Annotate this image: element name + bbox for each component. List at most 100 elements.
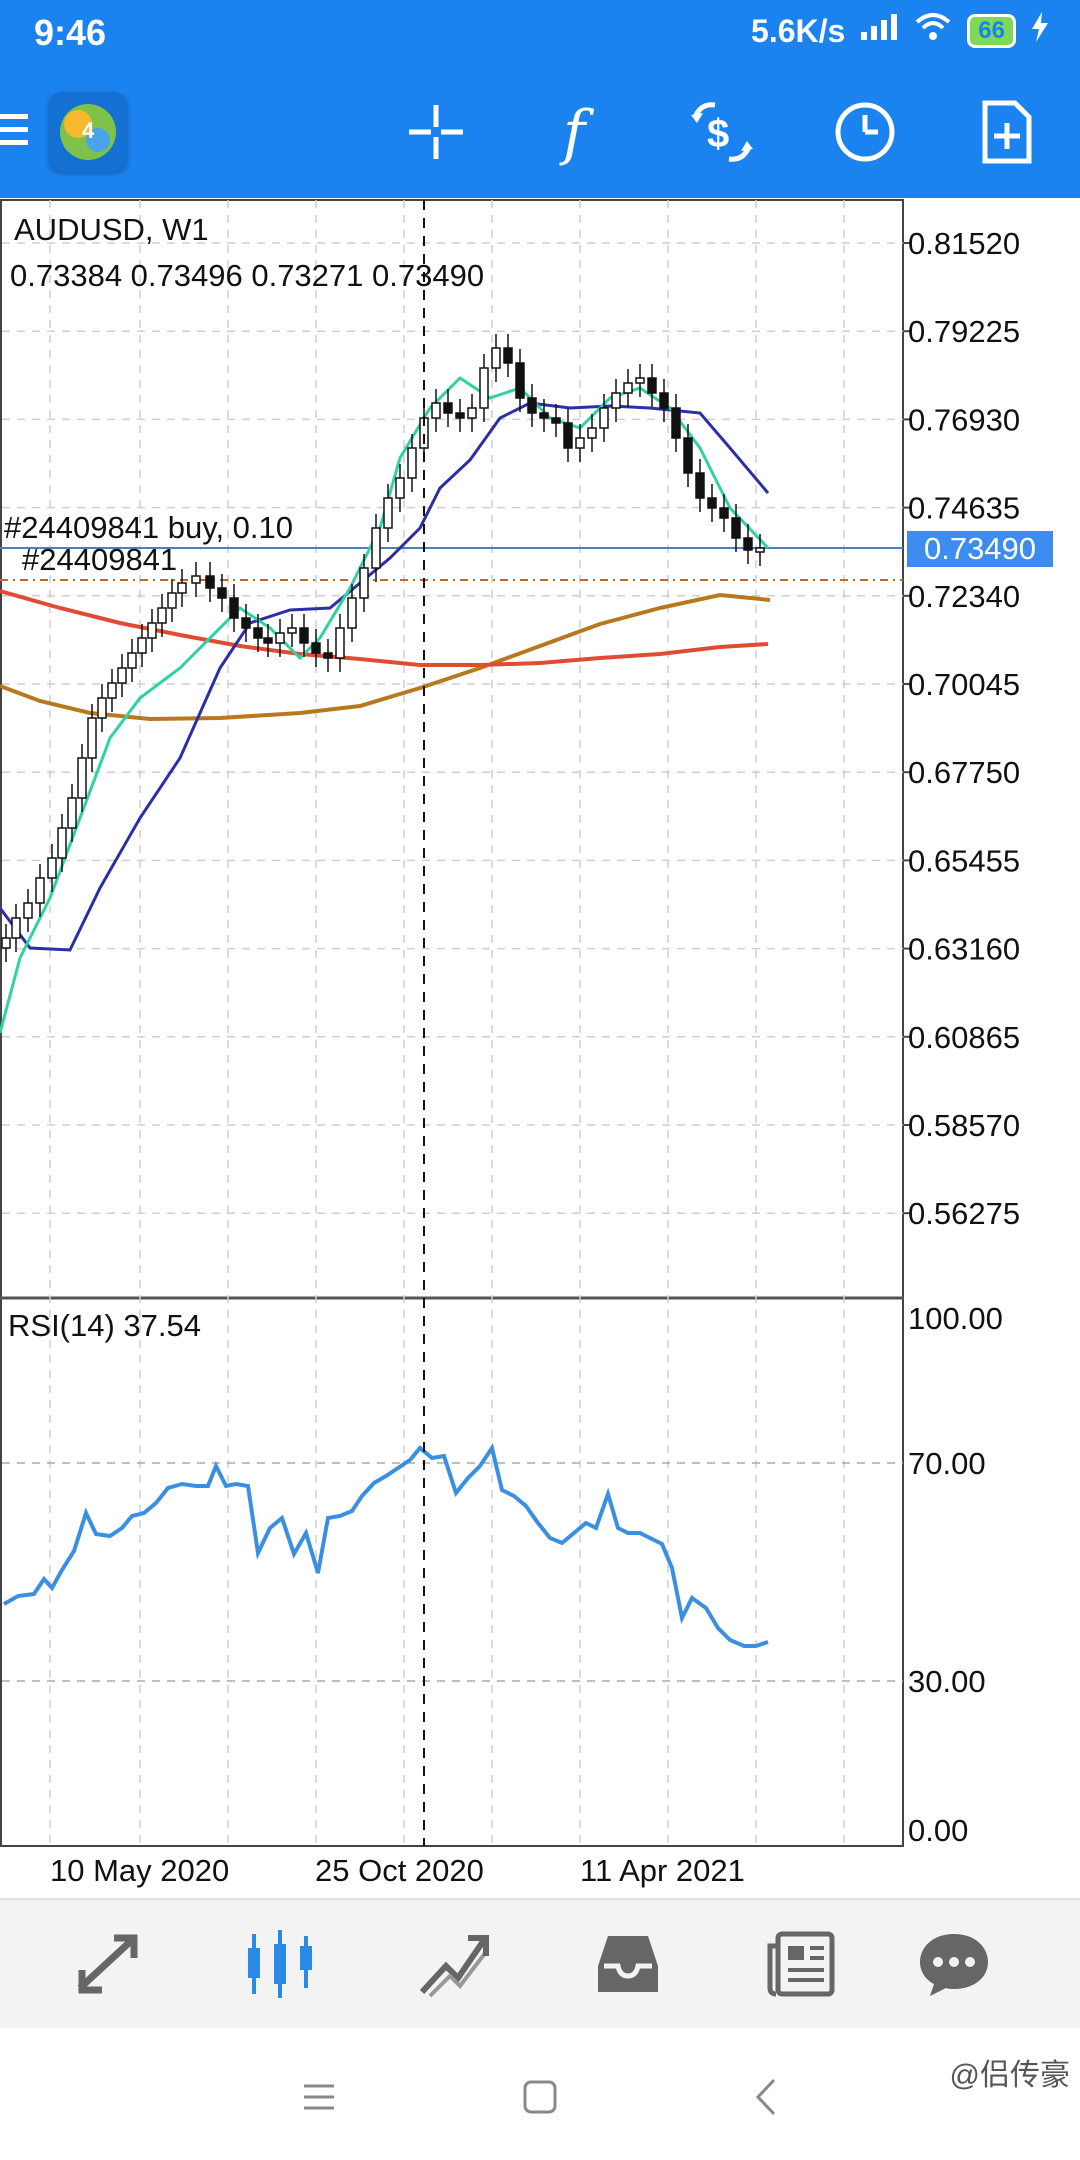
candle-body: [383, 497, 393, 529]
candle-body: [205, 575, 215, 589]
home-icon[interactable]: [515, 2072, 565, 2122]
price-tick-label: 0.70045: [908, 667, 1020, 702]
candle-body: [167, 592, 177, 609]
candle-body: [97, 697, 107, 719]
ohlc-values: 0.73384 0.73496 0.73271 0.73490: [10, 258, 485, 293]
rsi-tick-label: 100.00: [908, 1301, 1003, 1336]
back-icon[interactable]: [742, 2072, 792, 2122]
candle-body: [311, 642, 321, 654]
candle-body: [371, 527, 381, 569]
order-label-buy[interactable]: #24409841 buy, 0.10: [4, 510, 294, 545]
rsi-tick-label: 70.00: [908, 1446, 986, 1481]
quotes-icon[interactable]: [68, 1924, 148, 2004]
candle-body: [67, 797, 77, 829]
price-tick-label: 0.76930: [908, 402, 1020, 437]
candle-body: [623, 382, 633, 394]
candle-body: [217, 587, 227, 599]
rsi-tick-label: 0.00: [908, 1813, 968, 1848]
chart-icon[interactable]: [240, 1924, 320, 2004]
candle-body: [23, 902, 33, 919]
candle-body: [755, 547, 765, 553]
candle-body: [11, 917, 21, 939]
price-chart[interactable]: 0.81520 0.79225 0.76930 0.74635 0.72340 0.700…: [0, 198, 1080, 1898]
news-icon[interactable]: [762, 1924, 842, 2004]
svg-text:4: 4: [82, 118, 95, 143]
symbol-label: AUDUSD, W1: [14, 212, 209, 247]
svg-text:f: f: [559, 98, 595, 167]
order-label[interactable]: #24409841: [22, 542, 178, 577]
messages-icon[interactable]: [914, 1924, 994, 2004]
candle-body: [229, 597, 239, 619]
indicators-icon[interactable]: f: [540, 92, 620, 172]
candle-body: [683, 437, 693, 474]
ma-slow-red: [0, 589, 769, 667]
timeframe-icon[interactable]: [825, 92, 905, 172]
candle-body: [503, 347, 513, 364]
candle-body: [87, 717, 97, 759]
candle-body: [431, 402, 441, 419]
rsi-label: RSI(14) 37.54: [8, 1308, 201, 1343]
candle-body: [287, 627, 297, 634]
top-bar: 9:46 5.6K/s 66 4 f $: [0, 0, 1080, 198]
candle-body: [275, 632, 285, 644]
candle-body: [611, 392, 621, 409]
candle-body: [539, 412, 549, 419]
ma-fast-green: [0, 376, 770, 1034]
crosshair-icon[interactable]: [396, 92, 476, 172]
price-tick-label: 0.79225: [908, 314, 1020, 349]
candle-body: [335, 627, 345, 659]
candle-body: [479, 367, 489, 409]
price-tick-label: 0.72340: [908, 579, 1020, 614]
candle-body: [241, 617, 251, 629]
candle-body: [527, 397, 537, 414]
candle-body: [443, 402, 453, 414]
price-tick-label: 0.56275: [908, 1196, 1020, 1231]
bottom-navigation: [0, 1898, 1080, 2030]
candle-body: [551, 417, 561, 424]
ma-slow-brown: [0, 592, 771, 722]
candle-body: [107, 682, 117, 699]
candle-body: [695, 472, 705, 499]
candle-body: [157, 607, 167, 624]
price-tick-label: 0.63160: [908, 932, 1020, 967]
net-speed: 5.6K/s: [751, 12, 846, 49]
candle-body: [191, 575, 201, 584]
price-tick-label: 0.67750: [908, 755, 1020, 790]
charging-icon: [1030, 12, 1050, 50]
grid-lines: [2, 200, 903, 1846]
metatrader-logo[interactable]: 4: [48, 92, 128, 172]
date-label-2: 25 Oct 2020: [315, 1853, 484, 1888]
price-tick-label: 0.74635: [908, 491, 1020, 526]
candle-body: [117, 667, 127, 684]
trade-icon[interactable]: $: [682, 92, 762, 172]
candle-body: [467, 407, 477, 419]
price-tick-label: 0.58570: [908, 1108, 1020, 1143]
rsi-frame: [0, 1297, 904, 1847]
candle-body: [635, 377, 645, 384]
ma-mid-blue: [0, 401, 770, 952]
candle-body: [177, 582, 187, 594]
chart-area[interactable]: 0.81520 0.79225 0.76930 0.74635 0.72340 0.700…: [0, 198, 1080, 1898]
new-order-icon[interactable]: [966, 92, 1046, 172]
candle-body: [599, 407, 609, 429]
price-tick-label: 0.60865: [908, 1020, 1020, 1055]
candle-body: [455, 412, 465, 419]
watermark: @侣传豪: [949, 2059, 1070, 2092]
candle-body: [299, 627, 309, 644]
candle-body: [491, 347, 501, 369]
candle-body: [127, 652, 137, 669]
system-navigation: [0, 2028, 1080, 2160]
candle-body: [719, 507, 729, 519]
price-tick-label: 0.65455: [908, 843, 1020, 878]
main-chart-frame: [0, 199, 904, 1299]
candle-body: [57, 827, 67, 859]
trade-icon[interactable]: [414, 1924, 494, 2004]
candle-body: [407, 447, 417, 479]
status-indicators: 5.6K/s 66: [751, 12, 1050, 50]
candle-body: [671, 407, 681, 439]
candle-body: [563, 422, 573, 449]
menu-icon[interactable]: [0, 110, 28, 150]
recents-icon[interactable]: [294, 2072, 344, 2122]
history-icon[interactable]: [588, 1924, 668, 2004]
rsi-line: [3, 1443, 769, 1648]
